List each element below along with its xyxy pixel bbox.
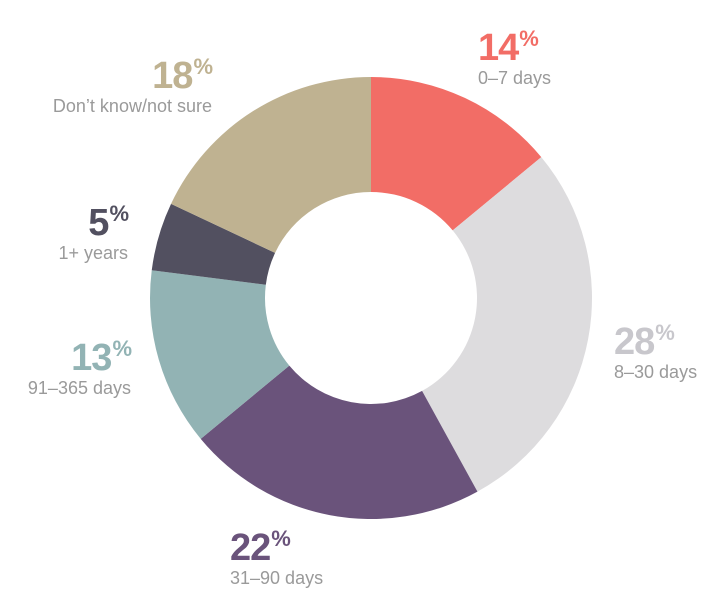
slice-1-plus-years: [151, 203, 276, 285]
label-1-plus-years: 5% 1+ years: [58, 201, 129, 263]
label-0-7-days: 14% 0–7 days: [478, 26, 552, 88]
label-91-365-days: 13% 91–365 days: [27, 336, 132, 398]
percent-91-365-days: 13%: [71, 336, 132, 379]
percent-31-90-days: 22%: [230, 526, 291, 569]
slice-91-365-days: [150, 270, 290, 439]
category-31-90-days: 31–90 days: [230, 568, 324, 588]
category-91-365-days: 91–365 days: [27, 378, 131, 398]
category-dont-know: Don’t know/not sure: [52, 96, 212, 116]
category-8-30-days: 8–30 days: [614, 362, 698, 382]
donut-slices: [150, 77, 592, 520]
label-31-90-days: 22% 31–90 days: [230, 526, 324, 588]
label-8-30-days: 28% 8–30 days: [614, 320, 698, 382]
percent-dont-know: 18%: [152, 54, 213, 97]
slice-8-30-days: [422, 157, 592, 492]
category-1-plus-years: 1+ years: [58, 243, 128, 263]
slice-dont-know: [171, 77, 371, 253]
category-0-7-days: 0–7 days: [478, 68, 552, 88]
percent-8-30-days: 28%: [614, 320, 675, 363]
percent-1-plus-years: 5%: [88, 201, 129, 244]
label-dont-know: 18% Don’t know/not sure: [52, 54, 213, 116]
percent-0-7-days: 14%: [478, 26, 539, 69]
slice-0-7-days: [371, 77, 542, 231]
slice-31-90-days: [200, 365, 478, 520]
